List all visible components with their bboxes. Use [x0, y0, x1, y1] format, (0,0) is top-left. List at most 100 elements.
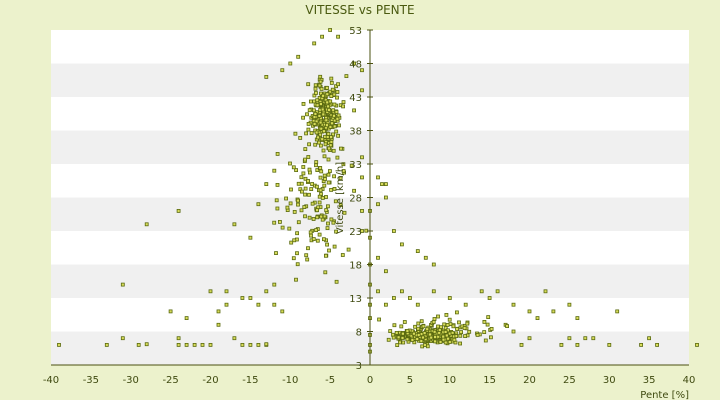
data-point	[335, 90, 340, 94]
data-point	[327, 146, 332, 151]
data-point	[144, 342, 149, 347]
y-tick-label: 38	[349, 127, 362, 138]
data-point	[391, 229, 396, 233]
x-tick-label: -15	[242, 375, 258, 386]
data-point	[431, 262, 436, 267]
data-point	[184, 316, 189, 321]
data-point	[288, 61, 293, 66]
data-point	[527, 309, 532, 314]
data-point	[309, 131, 314, 136]
data-point	[447, 296, 452, 300]
x-tick-label: -5	[325, 375, 335, 386]
data-point	[331, 148, 336, 153]
data-point	[277, 219, 282, 224]
data-point	[320, 137, 325, 142]
data-point	[479, 289, 484, 294]
data-point	[272, 282, 277, 287]
data-point	[296, 220, 301, 225]
data-point	[326, 221, 330, 226]
x-tick-labels: -40 -35 -30 -25 -20 -15 -10 -5 0 5 10 15 20 25 30 35 40	[43, 375, 696, 386]
data-point	[280, 309, 285, 314]
data-point	[329, 81, 334, 85]
data-point	[315, 215, 320, 220]
data-point	[475, 332, 480, 337]
data-point	[318, 132, 323, 137]
data-point	[447, 317, 452, 322]
data-point	[437, 328, 442, 332]
data-point	[376, 202, 380, 207]
data-point	[317, 200, 322, 205]
data-point	[176, 336, 181, 341]
data-point	[316, 140, 321, 145]
data-point	[416, 326, 421, 331]
data-point	[248, 235, 253, 240]
data-point	[264, 289, 269, 294]
data-point	[308, 230, 313, 235]
data-point	[317, 114, 322, 118]
data-point	[483, 338, 488, 343]
data-point	[452, 337, 457, 342]
data-point	[294, 168, 299, 173]
data-point	[288, 201, 293, 206]
data-point	[444, 333, 449, 338]
data-point	[325, 135, 330, 139]
data-point	[307, 192, 311, 197]
data-point	[315, 135, 320, 140]
data-point	[304, 253, 309, 258]
data-point	[299, 175, 304, 180]
data-point	[341, 162, 346, 167]
data-point	[443, 340, 448, 345]
data-point	[318, 120, 323, 125]
x-tick-label: -20	[202, 375, 218, 386]
data-point	[311, 217, 316, 221]
data-point	[323, 177, 327, 181]
data-point	[318, 166, 323, 170]
data-point	[422, 331, 427, 336]
data-point	[312, 115, 317, 119]
data-point	[334, 84, 339, 89]
x-axis-label: Pente [%]	[640, 390, 689, 400]
data-point	[301, 165, 306, 169]
data-point	[332, 174, 337, 179]
data-point	[326, 131, 331, 136]
y-tick-label: 13	[349, 294, 362, 305]
data-point	[264, 342, 269, 347]
data-point	[303, 192, 308, 197]
x-tick-label: 5	[407, 375, 413, 386]
data-point	[341, 169, 346, 173]
data-point	[336, 34, 341, 39]
data-point	[360, 175, 364, 180]
x-tick-label: 35	[643, 375, 656, 386]
data-point	[386, 337, 391, 342]
data-point	[308, 99, 313, 104]
data-point	[321, 93, 325, 98]
data-point	[240, 342, 245, 347]
data-point	[431, 289, 436, 294]
data-point	[331, 220, 336, 225]
data-point	[335, 95, 339, 100]
data-point	[325, 226, 330, 231]
data-point	[313, 83, 318, 88]
data-point	[192, 342, 197, 347]
data-point	[323, 142, 328, 147]
data-point	[400, 336, 405, 340]
data-point	[505, 324, 510, 329]
data-point	[327, 248, 331, 253]
data-point	[332, 186, 337, 191]
data-point	[337, 123, 341, 128]
data-point	[446, 336, 450, 341]
data-point	[377, 317, 382, 322]
data-point	[527, 336, 532, 341]
data-point	[256, 302, 261, 307]
data-point	[511, 302, 516, 307]
data-point	[295, 231, 300, 236]
data-point	[311, 108, 316, 113]
data-point	[275, 151, 280, 156]
data-point	[376, 175, 380, 180]
data-point	[321, 148, 326, 153]
data-point	[575, 342, 580, 347]
x-tick-label: -10	[282, 375, 298, 386]
data-point	[423, 255, 428, 260]
data-point	[324, 208, 329, 213]
